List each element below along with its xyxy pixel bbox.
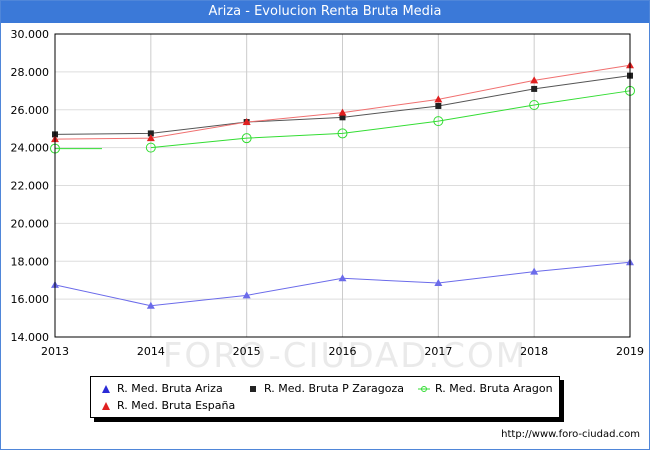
y-tick-label: 30.000 (11, 28, 50, 41)
data-point (145, 142, 156, 153)
x-tick-label: 2015 (233, 345, 261, 358)
data-point (146, 301, 155, 309)
series-group (51, 258, 634, 309)
legend-label: R. Med. Bruta España (117, 399, 236, 412)
legend-marker-icon (102, 385, 110, 393)
y-tick-label: 24.000 (11, 142, 50, 155)
legend-label: R. Med. Bruta Aragon (435, 382, 553, 395)
y-tick-label: 20.000 (11, 217, 50, 230)
legend-symbol (421, 386, 427, 392)
data-point (433, 116, 444, 127)
source-url: http://www.foro-ciudad.com (501, 429, 640, 440)
y-tick-label: 14.000 (11, 331, 50, 344)
x-tick-label: 2017 (424, 345, 452, 358)
data-point (146, 134, 155, 142)
data-point (530, 267, 539, 275)
x-tick-label: 2019 (616, 345, 644, 358)
data-point (530, 76, 539, 84)
legend-symbol (250, 386, 256, 392)
data-point (242, 118, 251, 126)
chart-legend: R. Med. Bruta Ariza R. Med. Bruta P Zarag… (90, 376, 560, 418)
data-point (435, 102, 442, 109)
y-tick-label: 28.000 (11, 66, 50, 79)
data-point (434, 279, 443, 287)
y-tick-label: 18.000 (11, 255, 50, 268)
data-point (242, 291, 251, 299)
x-tick-label: 2014 (137, 345, 165, 358)
data-point (147, 130, 154, 137)
x-tick-label: 2018 (520, 345, 548, 358)
data-point (529, 100, 540, 111)
data-point (337, 128, 348, 139)
x-tick-label: 2013 (41, 345, 69, 358)
legend-label: R. Med. Bruta Ariza (117, 382, 223, 395)
y-tick-label: 22.000 (11, 180, 50, 193)
legend-symbol (102, 385, 110, 393)
legend-marker-icon (250, 386, 256, 392)
data-point (434, 95, 443, 103)
x-tick-label: 2016 (329, 345, 357, 358)
legend-marker-icon (418, 386, 430, 392)
y-tick-label: 16.000 (11, 293, 50, 306)
data-point (338, 108, 347, 116)
data-point (339, 114, 346, 121)
data-point (531, 85, 538, 92)
plot-area-border (54, 33, 631, 338)
y-tick-label: 26.000 (11, 104, 50, 117)
legend-symbol (102, 402, 110, 410)
chart-title: Ariza - Evolucion Renta Bruta Media (1, 1, 649, 23)
legend-label: R. Med. Bruta P Zaragoza (264, 382, 404, 395)
series-line (150, 90, 631, 149)
data-point (241, 133, 252, 144)
watermark-text: FORO-CIUDAD.COM (163, 336, 527, 376)
data-point (338, 274, 347, 282)
legend-marker-icon (102, 402, 110, 410)
